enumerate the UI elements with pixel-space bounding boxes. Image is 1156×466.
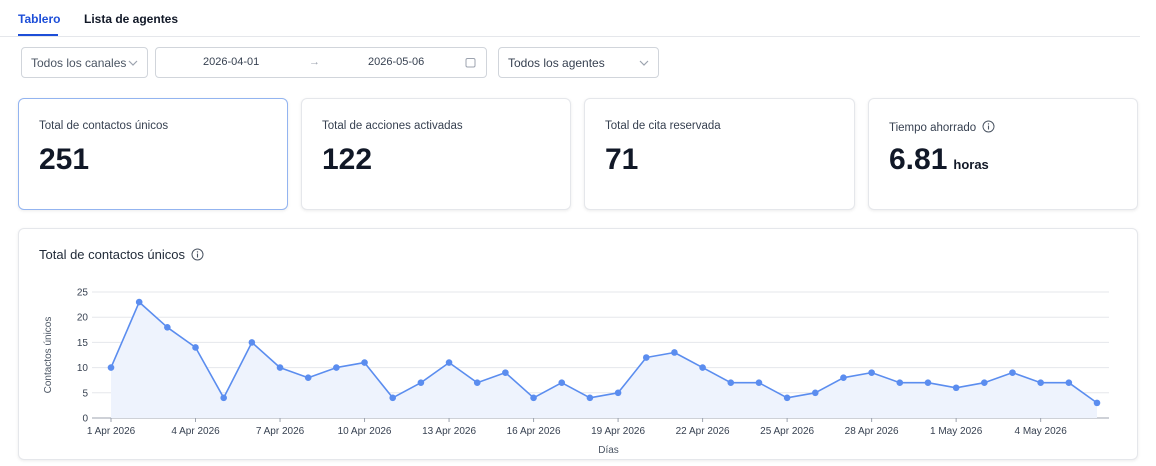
kpi-value: 71 [605,143,639,176]
channel-select[interactable]: Todos los canales [21,47,148,78]
chart-title-row: Total de contactos únicos [39,247,204,262]
date-range-picker[interactable]: 2026-04-01 → 2026-05-06 [155,47,487,78]
chevron-down-icon [128,60,138,66]
data-point [530,394,537,402]
x-tick-label: 1 Apr 2026 [87,426,136,437]
tab-lista-de-agentes[interactable]: Lista de agentes [84,12,179,26]
date-end-input[interactable]: 2026-05-06 [368,56,425,68]
series-area [111,302,1097,418]
data-point [1065,379,1073,387]
kpi-card-actions[interactable]: Total de acciones activadas 122 [301,98,571,210]
data-point [981,379,988,387]
data-point [642,354,650,361]
x-tick-label: 13 Apr 2026 [422,426,476,437]
data-point [755,379,763,387]
data-point [333,364,340,371]
kpi-label: Total de contactos únicos [39,120,169,132]
data-point [924,379,932,387]
tab-tablero[interactable]: Tablero [18,12,61,26]
x-tick-label: 28 Apr 2026 [845,426,899,437]
kpi-unit: horas [953,157,989,172]
x-tick-label: 7 Apr 2026 [256,426,305,437]
kpi-label: Tiempo ahorrado [889,122,977,134]
x-tick-label: 4 May 2026 [1015,426,1068,437]
x-axis-label: Días [598,445,619,456]
x-tick-label: 16 Apr 2026 [507,426,561,437]
kpi-label: Total de cita reservada [605,120,721,132]
data-point [727,379,735,387]
chevron-down-icon [639,60,649,66]
data-point [952,384,960,392]
data-point [840,374,847,381]
data-point [304,374,312,381]
kpi-value: 122 [322,143,373,176]
data-point [473,379,481,387]
kpi-label: Total de acciones activadas [322,120,463,132]
y-tick-label: 10 [77,363,89,374]
data-point [586,394,594,402]
kpi-value-row: 6.81 horas [889,143,989,177]
kpi-card-appointments[interactable]: Total de cita reservada 71 [584,98,855,210]
channel-select-value: Todos los canales [31,56,127,70]
tab-bar: Tablero Lista de agentes [0,0,1140,37]
data-point [614,389,622,397]
data-point [502,369,509,376]
data-point [389,394,397,402]
data-point [417,379,425,387]
kpi-value: 6.81 [889,143,948,176]
y-tick-label: 25 [77,288,89,299]
data-point [248,339,256,346]
data-point [699,364,706,371]
kpi-label-row: Tiempo ahorrado [889,120,995,134]
x-tick-label: 19 Apr 2026 [591,426,645,437]
data-point [1037,379,1044,387]
data-point [896,379,904,387]
chart-title: Total de contactos únicos [39,247,185,262]
y-tick-label: 15 [77,338,89,349]
x-tick-label: 10 Apr 2026 [338,426,392,437]
data-point [783,394,791,402]
x-tick-label: 25 Apr 2026 [760,426,814,437]
data-point [671,349,678,356]
data-point [1009,369,1016,376]
data-point [220,394,227,402]
info-icon[interactable] [191,248,204,261]
kpi-value: 251 [39,143,90,176]
agent-select[interactable]: Todos los agentes [498,47,659,78]
x-tick-label: 1 May 2026 [930,426,983,437]
date-start-input[interactable]: 2026-04-01 [203,56,260,68]
active-tab-indicator [18,34,58,36]
x-tick-label: 22 Apr 2026 [676,426,730,437]
data-point [164,323,171,331]
chart-panel: Total de contactos únicos 0 5 10 15 20 25 1 Ap… [18,228,1138,460]
agent-select-value: Todos los agentes [508,56,605,70]
y-tick-label: 0 [82,414,88,425]
info-icon[interactable] [982,120,995,133]
y-tick-label: 5 [82,388,88,399]
calendar-icon [465,58,476,68]
data-point [1093,399,1101,407]
data-point [811,389,819,397]
data-point [868,369,875,376]
x-tick-label: 4 Apr 2026 [171,426,220,437]
series-line [110,301,1098,404]
data-point [361,359,368,366]
data-point [107,364,115,371]
kpi-card-unique-contacts[interactable]: Total de contactos únicos 251 [18,98,288,210]
y-tick-label: 20 [77,313,89,324]
arrow-right-icon: → [309,56,320,68]
line-chart: 0 5 10 15 20 25 1 Apr 2026 4 Apr 2026 7 Apr 2026… [43,288,1109,456]
data-point [135,298,143,306]
data-point [558,379,566,387]
data-point [445,359,453,366]
y-axis-label: Contactos únicos [43,317,54,394]
data-point [276,364,284,371]
data-point [192,344,199,351]
kpi-card-time-saved[interactable]: Tiempo ahorrado 6.81 horas [868,98,1138,210]
